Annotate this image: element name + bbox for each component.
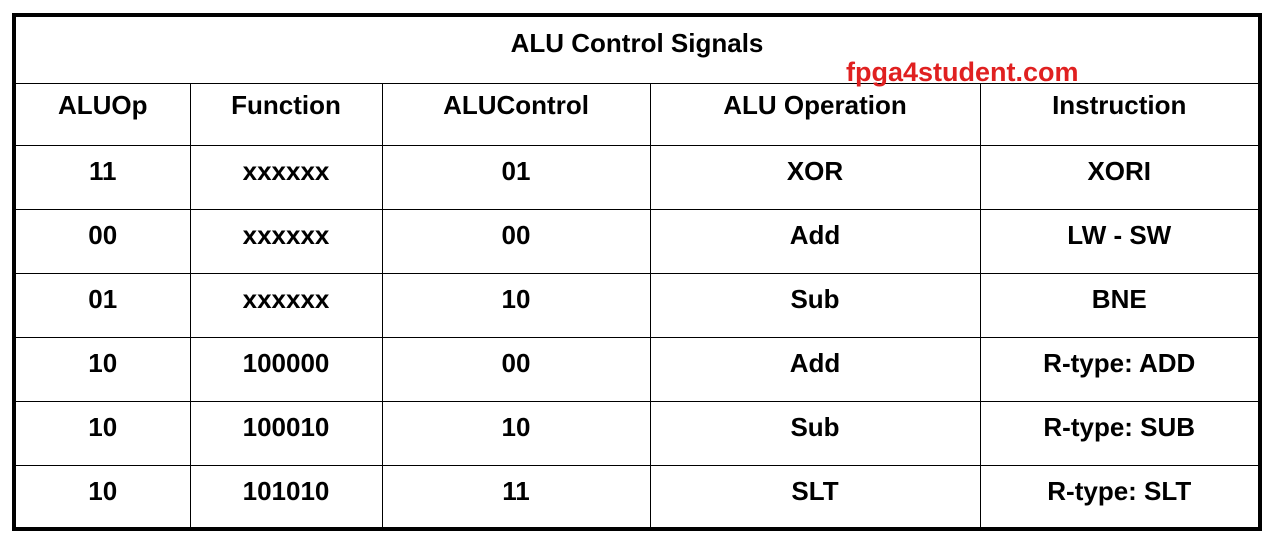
cell-alucontrol: 00: [382, 337, 651, 402]
cell-function: xxxxxx: [190, 209, 383, 274]
header-alu-operation: ALU Operation: [650, 84, 981, 146]
alu-control-table: ALU Control Signals fpga4student.com ALU…: [12, 13, 1262, 531]
cell-alu-operation: SLT: [650, 465, 981, 529]
cell-alu-operation: XOR: [650, 145, 981, 210]
cell-aluop: 01: [16, 273, 191, 338]
cell-instruction: R-type: SLT: [1047, 475, 1192, 506]
header-instruction: Instruction: [980, 84, 1258, 146]
cell-aluop: 11: [16, 145, 191, 210]
table-row: 10 100010 10 Sub R-type: SUB: [16, 401, 1258, 466]
signal-grid: ALUOp Function ALUControl ALU Operation …: [16, 84, 1258, 529]
cell-alucontrol: 01: [382, 145, 651, 210]
cell-instruction: R-type: SUB: [980, 401, 1258, 466]
cell-instruction: R-type: ADD: [980, 337, 1258, 402]
cell-instruction: BNE: [980, 273, 1258, 338]
cell-instruction: XORI: [980, 145, 1258, 210]
table-row: 10 100000 00 Add R-type: ADD: [16, 337, 1258, 402]
cell-function: 100010: [190, 401, 383, 466]
table-row: 10 101010 11 SLT R-type: SLT: [16, 465, 1258, 529]
cell-aluop: 10: [16, 465, 191, 529]
watermark: fpga4student.com: [846, 57, 1079, 87]
cell-aluop: 10: [16, 337, 191, 402]
cell-alu-operation: Add: [650, 337, 981, 402]
cell-function: 101010: [190, 465, 383, 529]
cell-aluop: 00: [16, 209, 191, 274]
cell-alucontrol: 11: [382, 465, 651, 529]
header-aluop: ALUOp: [16, 84, 191, 146]
cell-function: xxxxxx: [190, 273, 383, 338]
header-row: ALUOp Function ALUControl ALU Operation …: [16, 84, 1258, 146]
table-row: 00 xxxxxx 00 Add LW - SW: [16, 209, 1258, 274]
table-row: 11 xxxxxx 01 XOR XORI: [16, 145, 1258, 210]
table-row: 01 xxxxxx 10 Sub BNE: [16, 273, 1258, 338]
cell-alucontrol: 10: [382, 273, 651, 338]
cell-alucontrol: 10: [382, 401, 651, 466]
table-title: ALU Control Signals: [510, 28, 764, 58]
cell-aluop: 10: [16, 401, 191, 466]
cell-function: xxxxxx: [190, 145, 383, 210]
cell-alu-operation: Sub: [650, 273, 981, 338]
title-row: ALU Control Signals fpga4student.com: [16, 17, 1258, 87]
cell-function: 100000: [190, 337, 383, 402]
cell-alucontrol: 00: [382, 209, 651, 274]
header-function: Function: [190, 84, 383, 146]
cell-alu-operation: Add: [650, 209, 981, 274]
header-alucontrol: ALUControl: [382, 84, 651, 146]
cell-alu-operation: Sub: [650, 401, 981, 466]
cell-instruction: LW - SW: [980, 209, 1258, 274]
